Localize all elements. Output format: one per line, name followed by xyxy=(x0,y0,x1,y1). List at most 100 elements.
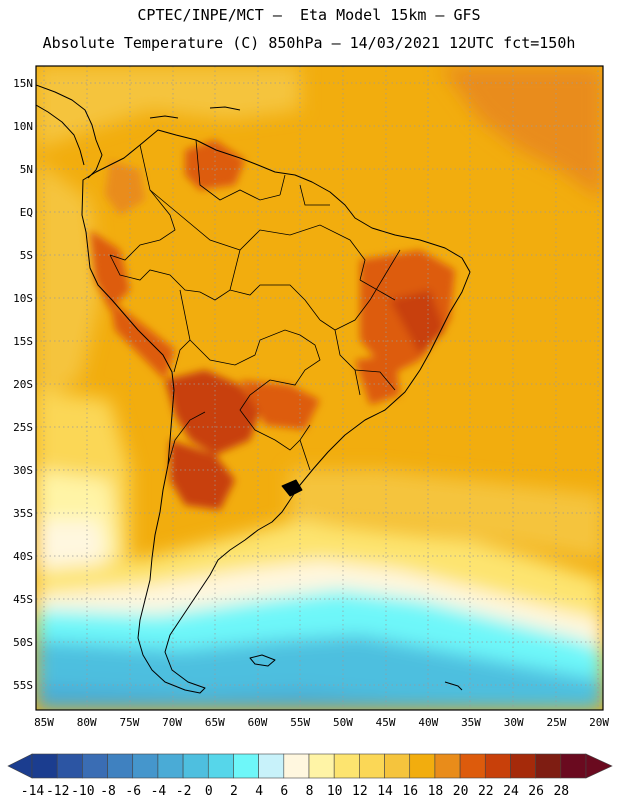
colorbar-tick-label: 20 xyxy=(453,784,469,799)
lat-label: 25S xyxy=(13,421,33,434)
pale-band-nw xyxy=(36,66,300,150)
cold-zone-4 xyxy=(36,635,603,710)
colorbar-tick-label: 22 xyxy=(478,784,494,799)
colorbar-swatch xyxy=(359,753,385,779)
lat-label: 5N xyxy=(20,163,33,176)
map-frame xyxy=(35,65,604,711)
colorbar-tick-label: -12 xyxy=(46,784,69,799)
colorbar-tick-label: 24 xyxy=(503,784,519,799)
colorbar-swatch xyxy=(31,753,58,779)
lon-label: 85W xyxy=(34,716,54,729)
colorbar-swatches xyxy=(7,753,613,779)
lon-label: 45W xyxy=(376,716,396,729)
colorbar-swatch xyxy=(82,753,108,779)
colorbar-swatch xyxy=(258,753,285,779)
colorbar-swatch xyxy=(535,753,562,779)
pale-band-atlantic xyxy=(290,470,603,560)
colorbar-swatch xyxy=(409,753,436,779)
lon-label: 55W xyxy=(290,716,310,729)
pale-band-pacific xyxy=(36,160,100,400)
south-georgia-coastline xyxy=(444,681,463,691)
south-america-coastline xyxy=(81,129,471,694)
colorbar-swatch xyxy=(207,753,234,779)
gridlines xyxy=(36,66,603,710)
colorbar-tick-label: 6 xyxy=(280,784,288,799)
colorbar-swatch xyxy=(132,753,159,779)
colorbar-tick-labels: -14 -12 -10 -8 -6 -4 -2 0 2 4 6 8 10 12 14 16 18 20 22 24 26… xyxy=(21,784,569,799)
hot-spot-ecuador xyxy=(90,230,130,310)
hot-spot-argentina xyxy=(170,440,235,510)
lat-label: 35S xyxy=(13,507,33,520)
colorbar-tick-label: -10 xyxy=(71,784,94,799)
colorbar-tick-label: 26 xyxy=(528,784,544,799)
colorbar-swatch xyxy=(157,753,184,779)
colorbar-tick-label: 14 xyxy=(377,784,393,799)
colorbar-tick-label: 28 xyxy=(553,784,569,799)
colorbar-swatch xyxy=(283,753,310,779)
cold-zone-5 xyxy=(36,685,603,710)
lon-label: 50W xyxy=(333,716,353,729)
hot-spot-se-brazil xyxy=(355,355,400,405)
colorbar-tick-label: 2 xyxy=(230,784,238,799)
lon-label: 25W xyxy=(546,716,566,729)
colorbar: -14 -12 -10 -8 -6 -4 -2 0 2 4 6 8 10 12 14 16 18 20 22 24 26… xyxy=(7,753,613,799)
lat-label: 5S xyxy=(20,249,33,262)
lagoon-coastline xyxy=(281,479,303,497)
hot-spot-colombia xyxy=(105,160,145,215)
lon-label: 65W xyxy=(205,716,225,729)
colorbar-swatch xyxy=(510,753,536,779)
colorbar-tick-label: 12 xyxy=(352,784,368,799)
colorbar-swatch xyxy=(308,753,335,779)
title-line-2: Absolute Temperature (C) 850hPa – 14/03/… xyxy=(42,34,576,52)
falklands-coastline xyxy=(249,654,276,667)
lat-label: 15S xyxy=(13,335,33,348)
colorbar-tick-label: 18 xyxy=(428,784,444,799)
lon-label: 35W xyxy=(461,716,481,729)
colorbar-tick-label: 10 xyxy=(327,784,343,799)
lat-label: 10S xyxy=(13,292,33,305)
title-line-1: CPTEC/INPE/MCT – Eta Model 15km – GFS xyxy=(137,6,481,24)
central-america-coastline xyxy=(36,84,103,179)
caribbean-islands-2 xyxy=(209,106,241,111)
temperature-field xyxy=(36,66,603,710)
colorbar-swatch xyxy=(333,753,360,779)
colorbar-tick-label: -14 xyxy=(21,784,45,799)
colorbar-swatch xyxy=(182,753,209,779)
lat-label: 55S xyxy=(13,679,33,692)
lon-label: 20W xyxy=(589,716,609,729)
colorbar-tick-label: 0 xyxy=(205,784,213,799)
colorbar-tick-label: -8 xyxy=(100,784,116,799)
colorbar-tick-label: -6 xyxy=(125,784,141,799)
lon-label: 30W xyxy=(504,716,524,729)
lon-label: 80W xyxy=(77,716,97,729)
colorbar-min-arrow xyxy=(7,753,33,779)
colorbar-tick-label: 4 xyxy=(255,784,263,799)
coastlines xyxy=(36,84,471,694)
lat-label: 30S xyxy=(13,464,33,477)
hot-spot-peru xyxy=(110,300,175,380)
caribbean-islands xyxy=(149,115,179,119)
colorbar-swatch xyxy=(233,753,259,779)
temperature-map: 15N 10N 5N EQ 5S 10S 15S 20S 25S 30S 35S 40S 45S 50S 5… xyxy=(13,65,609,729)
colorbar-swatch xyxy=(459,753,486,779)
lat-label: 15N xyxy=(13,77,33,90)
colorbar-swatch xyxy=(56,753,83,779)
hot-spot-bolivia xyxy=(165,370,260,455)
lon-label: 70W xyxy=(162,716,182,729)
colorbar-swatch xyxy=(560,753,587,779)
colorbar-max-arrow xyxy=(585,753,613,779)
central-america-coastline-2 xyxy=(36,104,85,166)
lon-label: 40W xyxy=(418,716,438,729)
colorbar-swatch xyxy=(484,753,511,779)
lat-label: 40S xyxy=(13,550,33,563)
longitude-labels: 85W 80W 75W 70W 65W 60W 55W 50W 45W 40W 35W 30W 25W 2… xyxy=(34,716,609,729)
warm-band-ne xyxy=(440,66,603,200)
colorbar-tick-label: 8 xyxy=(306,784,314,799)
country-borders xyxy=(109,139,401,471)
colorbar-tick-label: -4 xyxy=(151,784,167,799)
lon-label: 60W xyxy=(248,716,268,729)
colorbar-swatch xyxy=(434,753,461,779)
colorbar-tick-label: -2 xyxy=(176,784,192,799)
lat-label: 50S xyxy=(13,636,33,649)
colorbar-swatch xyxy=(107,753,134,779)
